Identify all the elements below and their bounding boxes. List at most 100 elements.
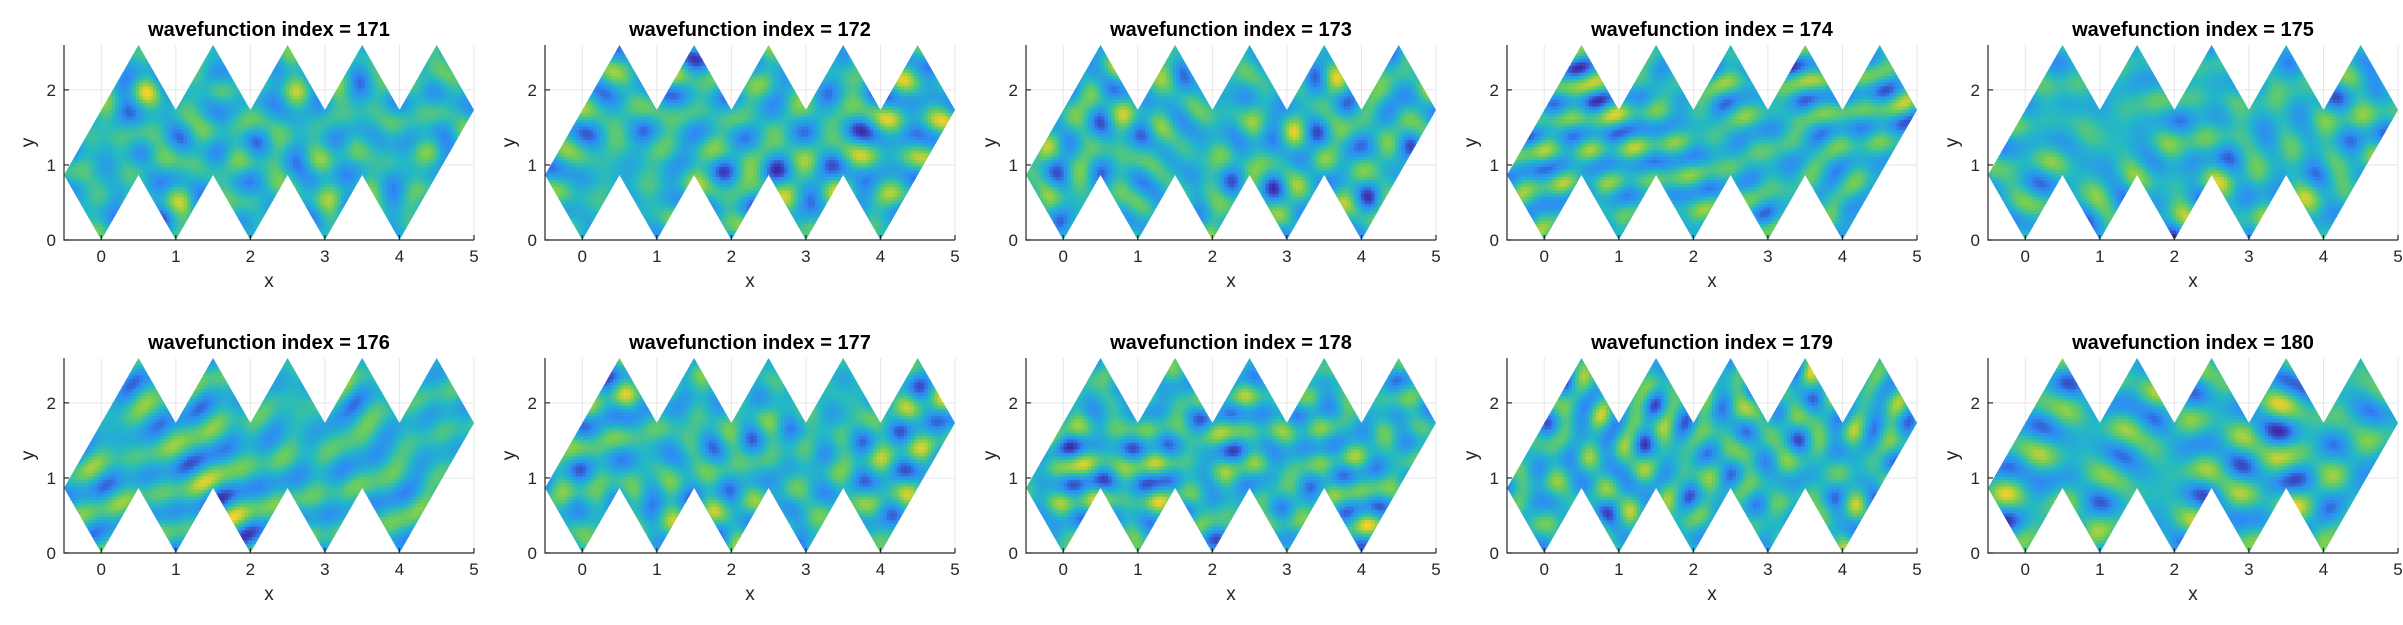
x-tick-label: 3 xyxy=(320,247,329,266)
panel-title: wavefunction index = 171 xyxy=(147,19,390,41)
wavefunction-heatmap xyxy=(1026,45,1437,241)
y-axis-label: y xyxy=(980,137,1001,147)
panel-title: wavefunction index = 178 xyxy=(1109,332,1352,354)
x-tick-label: 1 xyxy=(171,560,180,579)
panel-title: wavefunction index = 180 xyxy=(2071,332,2314,354)
wavefunction-heatmap xyxy=(1026,358,1437,554)
y-tick-label: 1 xyxy=(1490,156,1499,175)
x-axis-label: x xyxy=(2188,584,2198,605)
x-axis-label: x xyxy=(1226,584,1236,605)
y-tick-label: 1 xyxy=(528,469,537,488)
x-tick-label: 2 xyxy=(2170,247,2179,266)
y-tick-label: 2 xyxy=(1971,394,1980,413)
x-tick-label: 3 xyxy=(801,560,810,579)
x-axis-label: x xyxy=(1707,584,1717,605)
panel-title: wavefunction index = 173 xyxy=(1109,19,1352,41)
x-tick-label: 1 xyxy=(1614,247,1623,266)
x-axis-label: x xyxy=(745,584,755,605)
x-tick-label: 5 xyxy=(2393,560,2402,579)
x-tick-label: 0 xyxy=(1540,247,1549,266)
x-tick-label: 4 xyxy=(395,247,404,266)
panel-title: wavefunction index = 174 xyxy=(1590,19,1834,41)
x-tick-label: 3 xyxy=(320,560,329,579)
x-tick-label: 5 xyxy=(469,247,478,266)
x-tick-label: 3 xyxy=(2244,560,2253,579)
y-tick-label: 1 xyxy=(47,156,56,175)
y-axis-label: y xyxy=(1461,450,1482,460)
y-tick-label: 0 xyxy=(47,544,56,563)
x-tick-label: 4 xyxy=(876,247,885,266)
x-tick-label: 1 xyxy=(171,247,180,266)
y-axis-label: y xyxy=(1942,450,1963,460)
x-axis-label: x xyxy=(745,271,755,292)
y-tick-label: 0 xyxy=(528,544,537,563)
x-tick-label: 5 xyxy=(1431,560,1440,579)
y-tick-label: 2 xyxy=(47,81,56,100)
x-tick-label: 1 xyxy=(2095,247,2104,266)
x-tick-label: 3 xyxy=(801,247,810,266)
y-tick-label: 0 xyxy=(1971,231,1980,250)
x-tick-label: 3 xyxy=(1763,247,1772,266)
x-tick-label: 0 xyxy=(1059,560,1068,579)
x-tick-label: 2 xyxy=(727,560,736,579)
x-tick-label: 3 xyxy=(2244,247,2253,266)
x-tick-label: 0 xyxy=(97,247,106,266)
wavefunction-heatmap xyxy=(1988,358,2399,554)
wavefunction-heatmap xyxy=(545,45,956,241)
y-tick-label: 2 xyxy=(1009,394,1018,413)
x-tick-label: 3 xyxy=(1282,560,1291,579)
y-tick-label: 0 xyxy=(1490,544,1499,563)
y-tick-label: 1 xyxy=(47,469,56,488)
wavefunction-heatmap xyxy=(64,358,475,554)
x-axis-label: x xyxy=(1707,271,1717,292)
x-tick-label: 0 xyxy=(1059,247,1068,266)
y-tick-label: 2 xyxy=(528,81,537,100)
x-tick-label: 3 xyxy=(1763,560,1772,579)
y-axis-label: y xyxy=(18,137,39,147)
x-tick-label: 2 xyxy=(1208,560,1217,579)
x-tick-label: 1 xyxy=(1133,247,1142,266)
x-axis-label: x xyxy=(264,584,274,605)
y-tick-label: 1 xyxy=(1971,469,1980,488)
x-tick-label: 0 xyxy=(578,560,587,579)
x-tick-label: 3 xyxy=(1282,247,1291,266)
x-tick-label: 2 xyxy=(246,247,255,266)
x-tick-label: 4 xyxy=(1838,560,1847,579)
y-tick-label: 1 xyxy=(1009,469,1018,488)
y-tick-label: 0 xyxy=(47,231,56,250)
x-tick-label: 0 xyxy=(2021,247,2030,266)
x-tick-label: 4 xyxy=(876,560,885,579)
x-tick-label: 4 xyxy=(1838,247,1847,266)
y-tick-label: 0 xyxy=(1490,231,1499,250)
x-tick-label: 4 xyxy=(2319,560,2328,579)
y-tick-label: 2 xyxy=(528,394,537,413)
panel-title: wavefunction index = 177 xyxy=(628,332,871,354)
panel-title: wavefunction index = 179 xyxy=(1590,332,1833,354)
x-tick-label: 4 xyxy=(2319,247,2328,266)
x-tick-label: 1 xyxy=(652,247,661,266)
wavefunction-heatmap xyxy=(545,358,956,554)
y-axis-label: y xyxy=(980,450,1001,460)
x-tick-label: 0 xyxy=(1540,560,1549,579)
x-tick-label: 5 xyxy=(1431,247,1440,266)
x-axis-label: x xyxy=(264,271,274,292)
y-axis-label: y xyxy=(1461,137,1482,147)
x-tick-label: 2 xyxy=(1689,247,1698,266)
x-tick-label: 0 xyxy=(578,247,587,266)
x-tick-label: 2 xyxy=(2170,560,2179,579)
y-tick-label: 1 xyxy=(1490,469,1499,488)
x-tick-label: 5 xyxy=(1912,560,1921,579)
x-tick-label: 5 xyxy=(2393,247,2402,266)
y-axis-label: y xyxy=(499,450,520,460)
y-tick-label: 2 xyxy=(1009,81,1018,100)
